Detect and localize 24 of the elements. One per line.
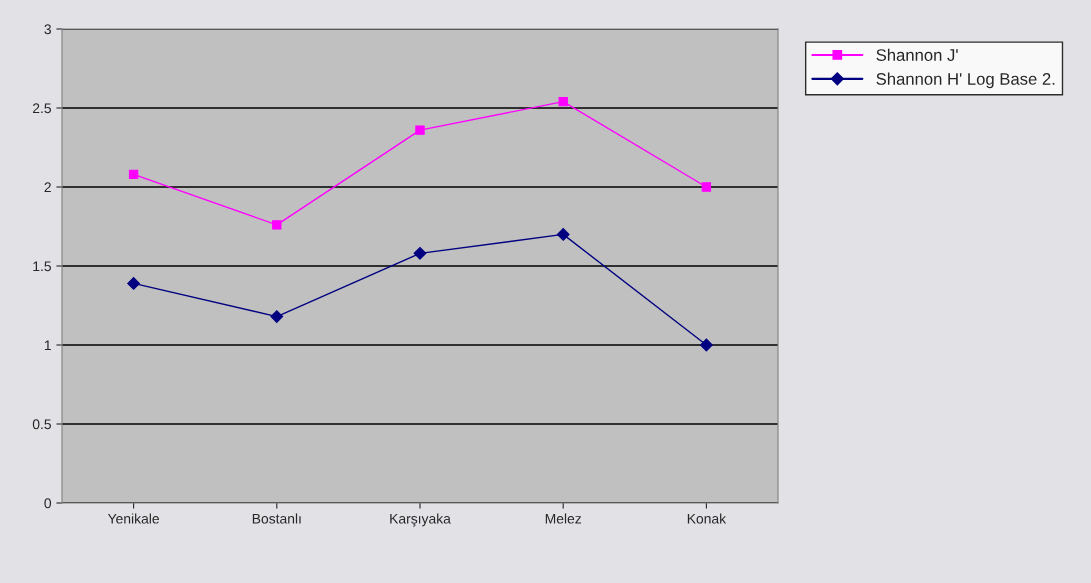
y-tick-label: 3 [44, 24, 51, 35]
y-tick-label: 0 [44, 498, 52, 509]
x-tick-label: Karşıyaka [390, 513, 451, 527]
point [127, 276, 141, 290]
y-tick-label: 1 [44, 340, 51, 351]
point [701, 182, 712, 192]
point [558, 96, 568, 107]
x-tick-label: Bostanlı [252, 513, 301, 524]
x-tick-label: Melez [545, 513, 582, 524]
point [128, 169, 139, 180]
point [556, 227, 570, 241]
point [415, 125, 425, 135]
x-tick-label: Konak [687, 513, 727, 524]
legend-label: Shannon H' Log Base 2. [876, 72, 1055, 89]
x-tick-label: Yenikale [107, 513, 159, 524]
y-tick-label: 1.5 [33, 261, 51, 272]
point [699, 338, 713, 352]
legend-label: Shannon J' [876, 48, 958, 61]
y-tick-label: 2.5 [32, 103, 51, 114]
y-tick-label: 2 [44, 182, 51, 193]
point [413, 246, 427, 260]
point [270, 310, 284, 323]
point [272, 220, 282, 230]
y-tick-label: 0.5 [32, 419, 51, 430]
